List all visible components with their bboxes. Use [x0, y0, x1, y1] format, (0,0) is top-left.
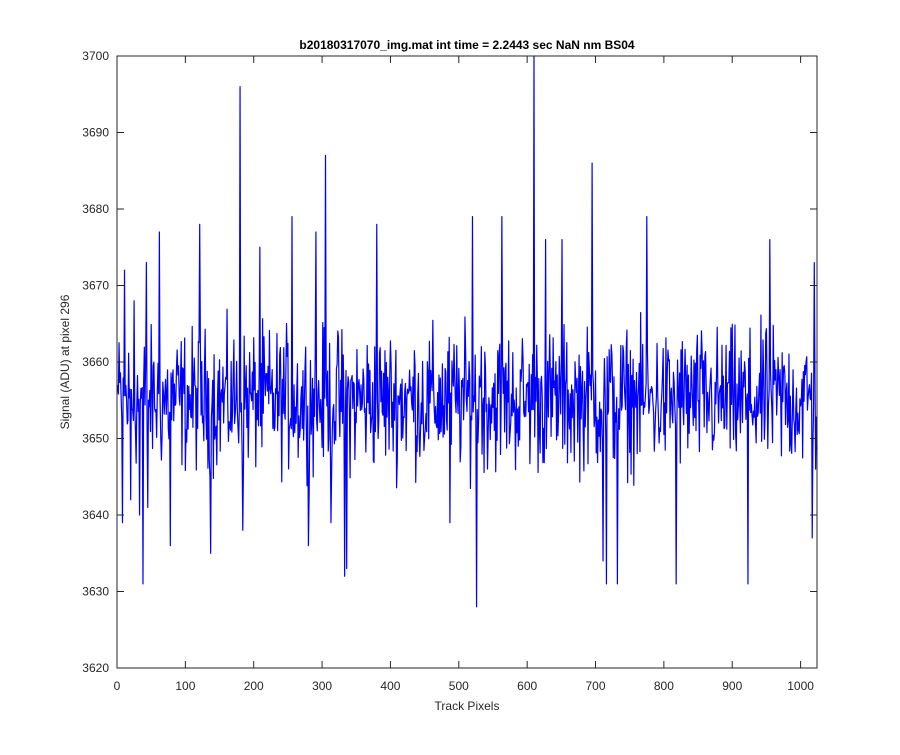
series-layer — [117, 55, 818, 608]
y-tick-label: 3690 — [82, 126, 109, 140]
chart-title: b20180317070_img.mat int time = 2.2443 s… — [299, 38, 635, 52]
x-tick-label: 400 — [380, 679, 400, 693]
y-tick-label: 3630 — [82, 585, 109, 599]
y-tick-label: 3680 — [82, 202, 109, 216]
x-tick-label: 900 — [722, 679, 742, 693]
x-tick-label: 800 — [654, 679, 674, 693]
x-tick-label: 100 — [175, 679, 195, 693]
plot-area — [117, 56, 817, 668]
y-tick-label: 3700 — [82, 49, 109, 63]
x-axis-label: Track Pixels — [435, 699, 500, 713]
y-tick-label: 3620 — [82, 661, 109, 675]
y-tick-label: 3660 — [82, 355, 109, 369]
signal-series-line — [117, 55, 818, 608]
x-tick-label: 300 — [312, 679, 332, 693]
y-tick-label: 3670 — [82, 279, 109, 293]
x-tick-label: 500 — [449, 679, 469, 693]
x-tick-label: 0 — [114, 679, 121, 693]
x-tick-label: 200 — [244, 679, 264, 693]
y-axis: 3620 3630 3640 3650 3660 3670 3680 3690 3700 — [82, 49, 817, 675]
x-tick-label: 600 — [517, 679, 537, 693]
y-axis-label: Signal (ADU) at pixel 296 — [58, 294, 72, 429]
y-tick-label: 3640 — [82, 508, 109, 522]
y-tick-label: 3650 — [82, 432, 109, 446]
x-tick-label: 1000 — [787, 679, 814, 693]
x-axis: 0 100 200 300 400 500 600 700 800 900 1000 — [114, 56, 814, 693]
x-tick-label: 700 — [586, 679, 606, 693]
